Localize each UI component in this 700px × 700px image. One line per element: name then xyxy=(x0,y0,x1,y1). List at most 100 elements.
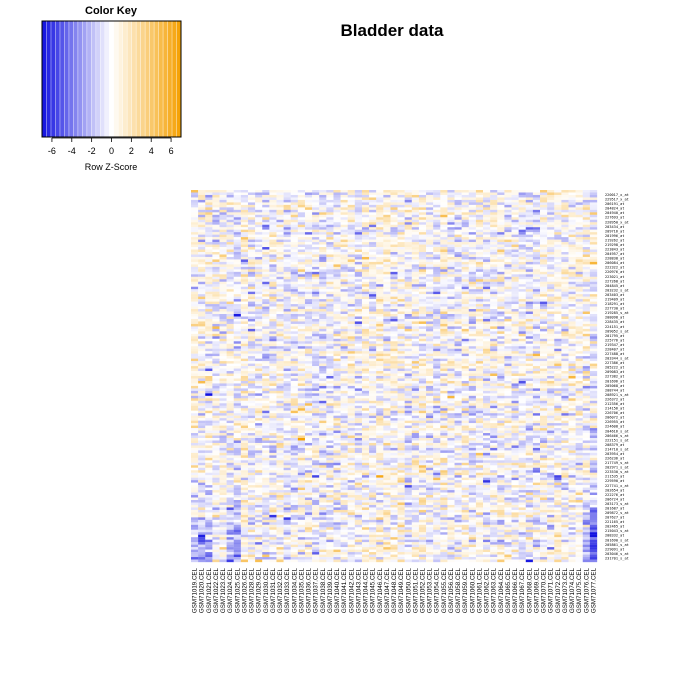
heatmap-cell xyxy=(383,256,391,260)
heatmap-cell xyxy=(497,284,505,287)
heatmap-cell xyxy=(518,388,526,392)
heatmap-cell xyxy=(525,311,534,315)
heatmap-cell xyxy=(297,192,306,196)
heatmap-cell xyxy=(582,321,591,325)
heatmap-cell xyxy=(198,368,206,372)
heatmap-cell xyxy=(468,383,477,387)
heatmap-cell xyxy=(540,227,548,230)
heatmap-cell xyxy=(326,348,334,352)
heatmap-cell xyxy=(226,388,234,392)
heatmap-cell xyxy=(518,358,526,362)
heatmap-cell xyxy=(511,333,519,337)
heatmap-cell xyxy=(361,348,370,352)
heatmap-cell xyxy=(198,266,206,270)
heatmap-cell xyxy=(554,376,562,379)
heatmap-cell xyxy=(276,378,284,382)
heatmap-cell xyxy=(418,331,427,334)
heatmap-cell xyxy=(511,338,519,342)
heatmap-cell xyxy=(504,301,512,305)
heatmap-cell xyxy=(568,400,576,404)
heatmap-cell xyxy=(361,311,370,315)
heatmap-cell xyxy=(582,299,591,302)
heatmap-cell xyxy=(326,256,334,260)
heatmap-cell xyxy=(589,199,598,203)
heatmap-cell xyxy=(468,197,477,201)
heatmap-cell xyxy=(532,338,541,342)
heatmap-cell xyxy=(312,239,320,243)
heatmap-cell xyxy=(511,266,519,270)
heatmap-cell xyxy=(518,192,526,196)
heatmap-cell xyxy=(269,363,277,367)
heatmap-cell xyxy=(418,368,427,372)
heatmap-cell xyxy=(418,252,427,255)
heatmap-cell xyxy=(247,227,256,230)
heatmap-cell xyxy=(369,356,377,359)
heatmap-cell xyxy=(333,361,341,364)
heatmap-cell xyxy=(262,232,270,235)
heatmap-cell xyxy=(418,328,427,332)
heatmap-cell xyxy=(269,224,277,228)
heatmap-cell xyxy=(233,341,242,344)
heatmap-cell xyxy=(262,358,270,362)
heatmap-cell xyxy=(582,318,591,322)
heatmap-cell xyxy=(326,199,334,203)
heatmap-cell xyxy=(483,247,491,250)
heatmap-cell xyxy=(205,229,213,233)
heatmap-cell xyxy=(255,264,263,268)
heatmap-cell xyxy=(255,232,263,235)
heatmap-cell xyxy=(297,316,306,320)
heatmap-cell xyxy=(532,390,541,394)
heatmap-cell xyxy=(397,254,405,258)
heatmap-cell xyxy=(312,400,320,404)
heatmap-cell xyxy=(468,395,477,399)
heatmap-cell xyxy=(525,318,534,322)
heatmap-cell xyxy=(426,234,434,238)
heatmap-cell xyxy=(433,361,441,364)
heatmap-cell xyxy=(490,202,498,206)
heatmap-cell xyxy=(497,281,505,285)
heatmap-cell xyxy=(333,239,341,243)
heatmap-cell xyxy=(376,383,384,387)
heatmap-cell xyxy=(340,227,348,230)
heatmap-cell xyxy=(290,291,298,295)
heatmap-cell xyxy=(525,380,534,384)
heatmap-cell xyxy=(461,400,469,404)
heatmap-cell xyxy=(340,202,348,206)
heatmap-cell xyxy=(525,256,534,260)
heatmap-cell xyxy=(561,296,569,300)
heatmap-cell xyxy=(511,254,519,258)
heatmap-cell xyxy=(411,202,420,206)
heatmap-cell xyxy=(319,199,327,203)
heatmap-cell xyxy=(483,261,491,265)
heatmap-cell xyxy=(504,304,512,307)
heatmap-cell xyxy=(511,321,519,325)
heatmap-cell xyxy=(589,361,598,364)
heatmap-cell xyxy=(547,363,555,367)
heatmap-cell xyxy=(504,274,512,277)
heatmap-cell xyxy=(233,361,242,364)
heatmap-cell xyxy=(582,378,591,382)
heatmap-cell xyxy=(304,229,313,233)
heatmap-cell xyxy=(340,361,348,364)
heatmap-cell xyxy=(354,291,363,295)
color-key-tick-label: -2 xyxy=(88,146,96,156)
heatmap-cell xyxy=(376,202,384,206)
heatmap-cell xyxy=(219,371,227,374)
heatmap-cell xyxy=(497,299,505,302)
heatmap-cell xyxy=(290,363,298,367)
heatmap-cell xyxy=(304,299,313,302)
heatmap-cell xyxy=(198,326,206,330)
heatmap-cell xyxy=(454,274,462,277)
heatmap-cell xyxy=(589,261,598,265)
heatmap-cell xyxy=(233,264,242,268)
heatmap-cell xyxy=(347,194,355,198)
heatmap-cell xyxy=(312,301,320,305)
heatmap-cell xyxy=(483,224,491,228)
heatmap-cell xyxy=(454,371,462,374)
heatmap-cell xyxy=(297,301,306,305)
heatmap-cell xyxy=(390,219,398,223)
heatmap-cell xyxy=(547,289,555,292)
heatmap-cell xyxy=(540,197,548,201)
heatmap-cell xyxy=(376,269,384,272)
heatmap-cell xyxy=(369,197,377,201)
